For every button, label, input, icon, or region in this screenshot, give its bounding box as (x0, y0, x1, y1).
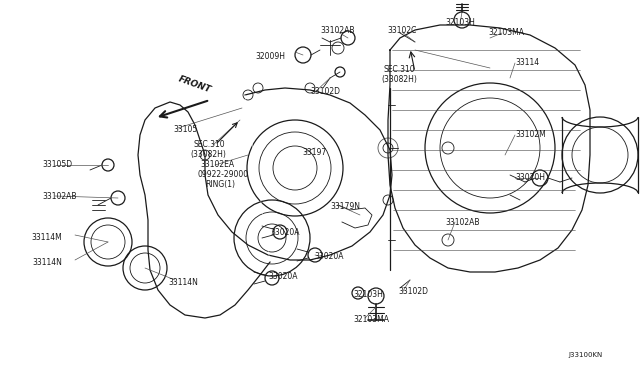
Text: 33114N: 33114N (168, 278, 198, 287)
Text: (33082H): (33082H) (190, 150, 226, 159)
Text: 33114M: 33114M (31, 233, 62, 242)
Text: (33082H): (33082H) (381, 75, 417, 84)
Text: 33105D: 33105D (42, 160, 72, 169)
Text: 32103MA: 32103MA (488, 28, 524, 37)
Text: J33100KN: J33100KN (568, 352, 602, 358)
Text: 32103H: 32103H (353, 290, 383, 299)
Text: 33020A: 33020A (314, 252, 344, 261)
Text: 09922-29000: 09922-29000 (197, 170, 248, 179)
Text: 33102C: 33102C (387, 26, 417, 35)
Text: 33020A: 33020A (268, 272, 298, 281)
Text: 33102AB: 33102AB (445, 218, 479, 227)
Text: 33020H: 33020H (515, 173, 545, 182)
Text: SEC.310: SEC.310 (383, 65, 415, 74)
Text: 33102M: 33102M (515, 130, 546, 139)
Text: 33102AB: 33102AB (42, 192, 77, 201)
Text: 33020A: 33020A (270, 228, 300, 237)
Text: 33179N: 33179N (330, 202, 360, 211)
Text: 33102D: 33102D (310, 87, 340, 96)
Text: FRONT: FRONT (177, 75, 212, 95)
Text: 33197: 33197 (302, 148, 326, 157)
Text: SEC.310: SEC.310 (193, 140, 225, 149)
Text: RING(1): RING(1) (205, 180, 235, 189)
Text: 32009H: 32009H (255, 52, 285, 61)
Text: 33114: 33114 (515, 58, 539, 67)
Text: 33102EA: 33102EA (200, 160, 234, 169)
Text: 33105: 33105 (173, 125, 197, 134)
Text: 33102AB: 33102AB (321, 26, 355, 35)
Text: 33114N: 33114N (32, 258, 62, 267)
Text: 32103H: 32103H (445, 18, 475, 27)
Text: 32103MA: 32103MA (353, 315, 389, 324)
Text: 33102D: 33102D (398, 287, 428, 296)
